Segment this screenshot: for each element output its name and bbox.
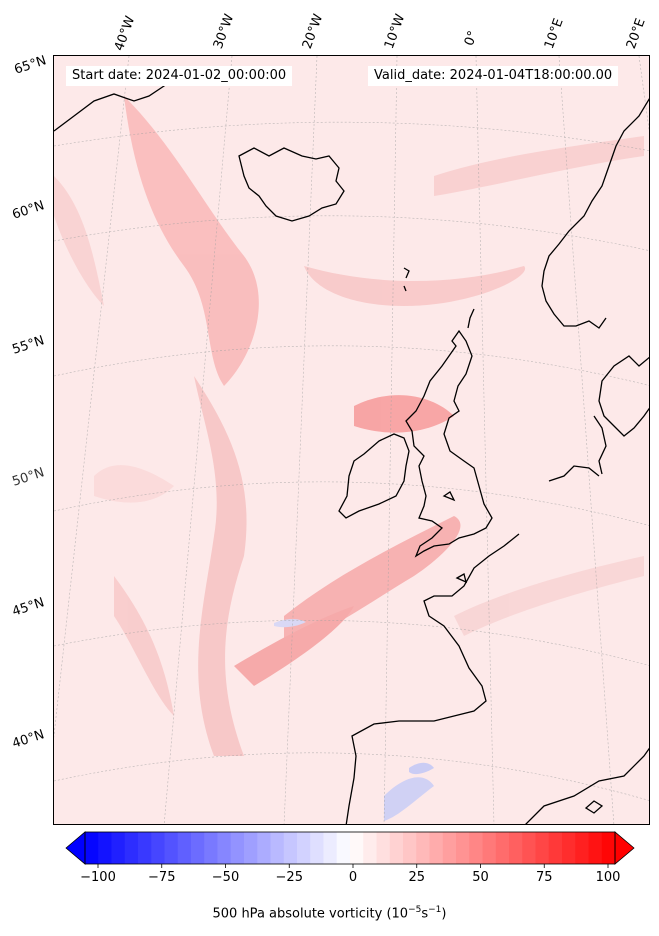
colorbar-segment [230,832,245,864]
colorbar-segment [350,832,364,864]
lat-label-65n: 65°N [12,53,49,78]
lat-label-40n: 40°N [10,727,47,752]
colorbar-segment [601,832,616,864]
lat-label-60n: 60°N [10,198,47,223]
lon-label-20w: 20°W [299,12,327,51]
lon-label-0: 0° [461,28,482,48]
ireland-outline [338,433,410,519]
colorbar-tick-label: −100 [80,870,116,885]
colorbar-segment [522,832,536,864]
colorbar-segment [588,832,603,864]
colorbar-left-extend [65,831,86,865]
colorbar-segment [283,832,298,864]
colorbar-segment [297,832,311,864]
colorbar-tick-label: 0 [348,870,358,885]
colorbar-tick-label: −25 [275,870,303,885]
colorbar-segment [191,832,205,864]
colorbar-segment [509,832,523,864]
colorbar-tick-label: −50 [211,870,240,885]
colorbar [65,831,635,868]
colorbar-segment [85,832,99,864]
lon-label-10w: 10°W [381,12,409,51]
colorbar-segment [416,832,430,864]
colorbar-segment [257,832,271,864]
colorbar-segment [376,832,391,864]
colorbar-segment [535,832,550,864]
colorbar-tick-label: 50 [472,870,489,885]
colorbar-segment [138,832,152,864]
colorbar-tick-label: 25 [408,870,426,885]
colorbar-frame [84,831,616,865]
colorbar-segments [85,832,616,864]
colorbar-segment [336,832,351,864]
colorbar-segment [310,832,324,864]
colorbar-segment [98,832,112,864]
great-britain-outline [405,329,493,558]
lon-label-40w: 40°W [111,14,139,53]
colorbar-segment [204,832,218,864]
colorbar-tick-label: −75 [148,870,176,885]
colorbar-segment [562,832,576,864]
colorbar-segment [429,832,444,864]
colorbar-segment [389,832,404,864]
coastlines [54,75,649,824]
colorbar-segment [244,832,258,864]
colorbar-ticks [97,864,609,868]
france-iberia-outline [345,533,520,824]
iceland-outline [238,147,345,222]
colorbar-segment [456,832,470,864]
lon-label-20e: 20°E [623,16,649,51]
colorbar-segment [548,832,563,864]
vorticity-map [54,56,649,824]
colorbar-right-extend [614,831,635,865]
graticule [54,56,649,824]
colorbar-segment [575,832,589,864]
colorbar-tick-label: 100 [595,870,621,885]
lat-label-50n: 50°N [10,465,47,490]
colorbar-segment [403,832,417,864]
lon-label-10e: 10°E [541,16,567,51]
colorbar-segment [270,832,285,864]
colorbar-segment [124,832,139,864]
colorbar-segment [111,832,126,864]
colorbar-segment [363,832,377,864]
norway-outline [541,98,649,329]
map-plot-area [53,55,650,825]
colorbar-segment [164,832,179,864]
colorbar-tick-label: 75 [535,870,553,885]
colorbar-segment [482,832,497,864]
valid-date-label: Valid_date: 2024-01-04T18:00:00.00 [368,66,619,86]
colorbar-segment [217,832,232,864]
colorbar-segment [469,832,483,864]
colorbar-segment [442,832,457,864]
colorbar-segment [495,832,510,864]
lon-label-30w: 30°W [210,12,238,51]
vorticity-contour-fills [54,96,644,821]
colorbar-segment [177,832,192,864]
colorbar-segment [151,832,165,864]
colorbar-title: 500 hPa absolute vorticity (10−5s−1) [212,905,447,922]
start-date-label: Start date: 2024-01-02_00:00:00 [66,66,293,86]
colorbar-segment [323,832,338,864]
lat-label-55n: 55°N [10,333,47,358]
lat-label-45n: 45°N [10,595,47,620]
